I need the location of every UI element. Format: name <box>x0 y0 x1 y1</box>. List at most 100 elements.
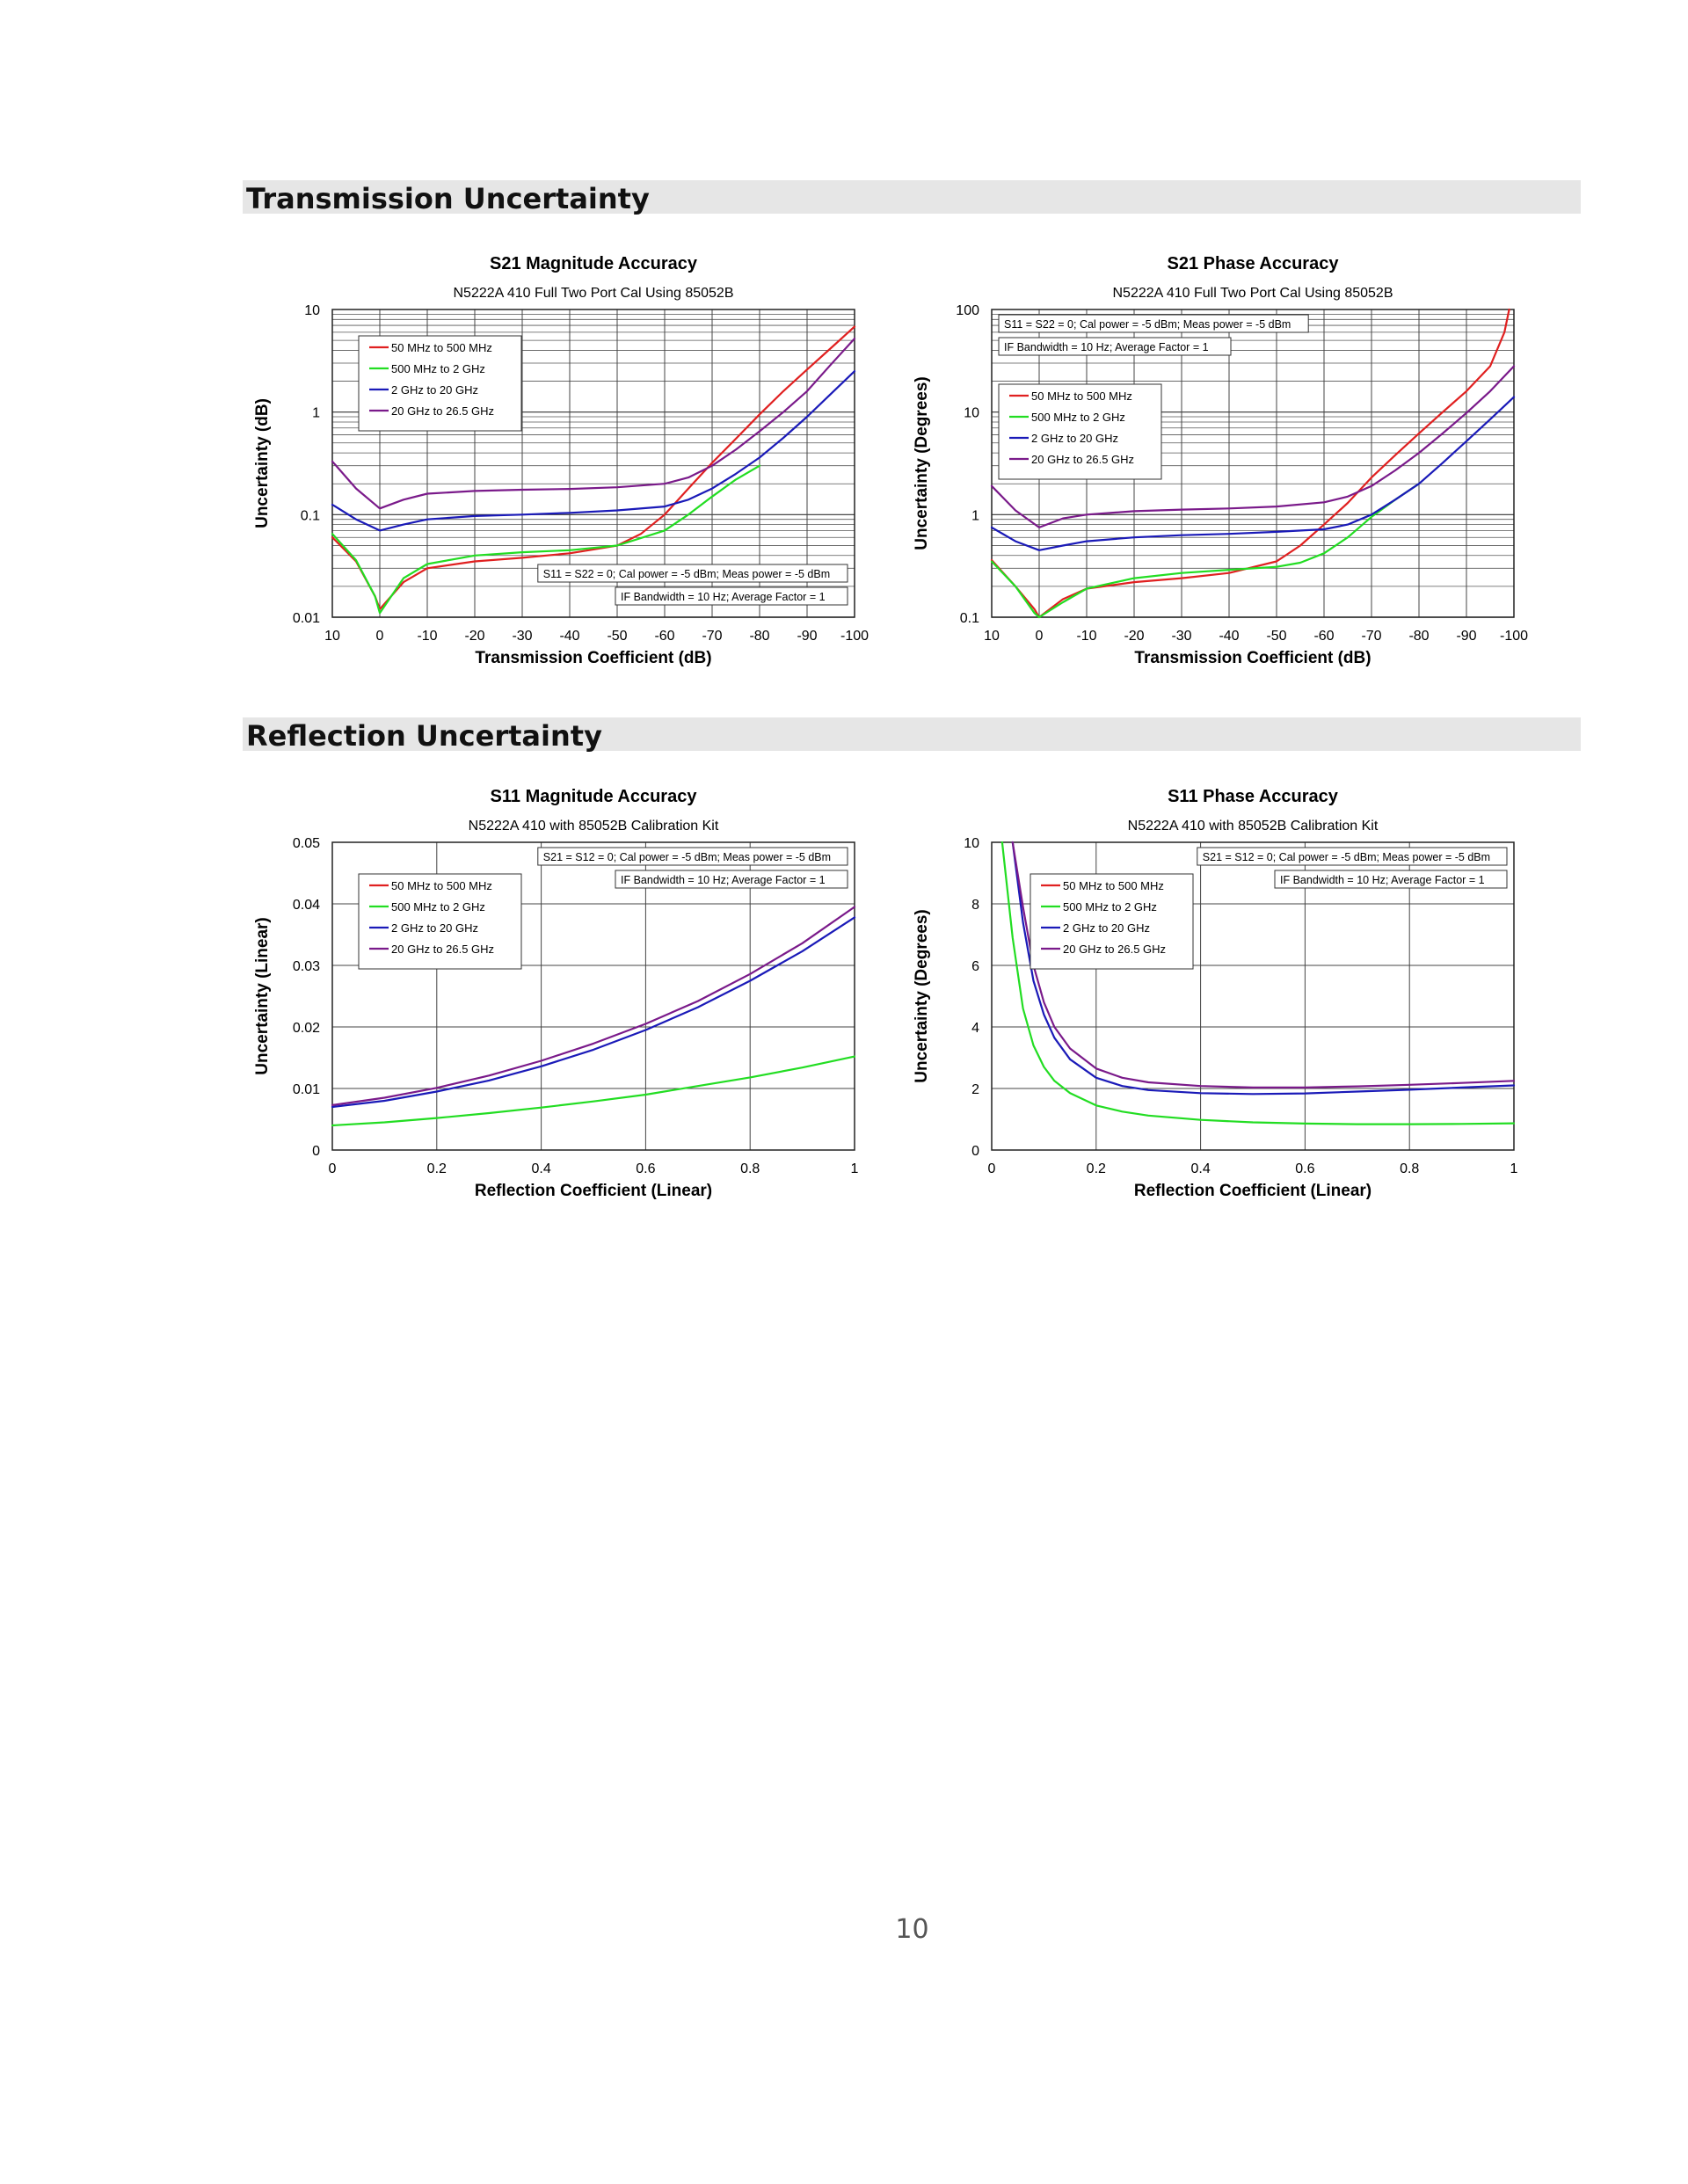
y-axis-label: Uncertainty (Degrees) <box>913 909 931 1082</box>
x-tick-label: -90 <box>1456 629 1476 644</box>
chart-title: S21 Phase Accuracy <box>1168 254 1340 273</box>
note-box: IF Bandwidth = 10 Hz; Average Factor = 1 <box>615 586 848 606</box>
x-tick-label: 0.2 <box>1087 1161 1106 1176</box>
series-group <box>1000 841 1516 1125</box>
chart-title: S11 Magnitude Accuracy <box>491 787 698 806</box>
legend: 50 MHz to 500 MHz 500 MHz to 2 GHz 2 GHz t… <box>1030 873 1194 970</box>
x-tick-label: 0.8 <box>1400 1161 1419 1176</box>
x-tick-label: 0 <box>988 1161 996 1176</box>
note-box: S11 = S22 = 0; Cal power = -5 dBm; Meas … <box>537 564 848 583</box>
y-tick-label: 0.01 <box>293 611 320 626</box>
x-tick-label: -50 <box>1266 629 1286 644</box>
x-tick-label: -70 <box>1361 629 1381 644</box>
series-line <box>331 370 856 532</box>
y-axis-label: Uncertainty (Linear) <box>253 917 272 1074</box>
legend-entry: 500 MHz to 2 GHz <box>391 362 485 375</box>
x-tick-label: 0.4 <box>531 1161 550 1176</box>
legend-entry: 20 GHz to 26.5 GHz <box>1063 943 1166 956</box>
y-tick-label: 0.1 <box>960 611 979 626</box>
x-tick-label: -10 <box>417 629 437 644</box>
x-tick-label: -70 <box>702 629 722 644</box>
note-text: S11 = S22 = 0; Cal power = -5 dBm; Meas … <box>1004 318 1291 331</box>
note-box: S21 = S12 = 0; Cal power = -5 dBm; Meas … <box>1197 847 1508 866</box>
chart-title: S11 Phase Accuracy <box>1168 787 1339 806</box>
x-tick-label: -10 <box>1076 629 1096 644</box>
x-tick-label: 1 <box>1510 1161 1518 1176</box>
y-tick-label: 0.02 <box>293 1021 320 1036</box>
x-tick-label: -30 <box>1171 629 1191 644</box>
section-title-reflection: Reflection Uncertainty <box>246 719 602 753</box>
y-tick-label: 1 <box>971 508 979 523</box>
x-tick-label: 0 <box>329 1161 337 1176</box>
x-tick-label: 0.8 <box>740 1161 760 1176</box>
y-tick-label: 0.04 <box>293 898 320 913</box>
note-box: S11 = S22 = 0; Cal power = -5 dBm; Meas … <box>998 314 1309 333</box>
legend: 50 MHz to 500 MHz 500 MHz to 2 GHz 2 GHz t… <box>358 335 522 432</box>
chart-s21-magnitude: S21 Magnitude Accuracy N5222A 410 Full Tw… <box>246 244 879 684</box>
legend-entry: 2 GHz to 20 GHz <box>1063 921 1150 935</box>
page-number: 10 <box>895 1914 929 1945</box>
series-line <box>990 365 1516 528</box>
note-box: IF Bandwidth = 10 Hz; Average Factor = 1 <box>615 870 848 889</box>
chart-subtitle: N5222A 410 Full Two Port Cal Using 85052… <box>1112 286 1393 301</box>
y-tick-label: 1 <box>312 406 320 421</box>
chart-svg-s21-phase: S21 Phase Accuracy N5222A 410 Full Two Po… <box>913 254 1528 667</box>
x-tick-label: -40 <box>559 629 579 644</box>
chart-title: S21 Magnitude Accuracy <box>490 254 698 273</box>
x-tick-label: -20 <box>1124 629 1144 644</box>
x-tick-label: -30 <box>512 629 532 644</box>
y-tick-label: 0.01 <box>293 1082 320 1097</box>
legend-entry: 2 GHz to 20 GHz <box>391 921 478 935</box>
series-line <box>331 916 856 1109</box>
note-text: S11 = S22 = 0; Cal power = -5 dBm; Meas … <box>543 568 830 580</box>
y-tick-label: 0.03 <box>293 959 320 974</box>
y-tick-label: 0.05 <box>293 836 320 851</box>
series-line <box>1011 841 1516 1096</box>
x-axis-label: Reflection Coefficient (Linear) <box>1134 1182 1372 1200</box>
series-line <box>990 396 1516 551</box>
x-tick-label: 0 <box>1036 629 1044 644</box>
y-tick-label: 4 <box>971 1021 979 1036</box>
chart-subtitle: N5222A 410 with 85052B Calibration Kit <box>1128 819 1379 834</box>
note-text: S21 = S12 = 0; Cal power = -5 dBm; Meas … <box>543 851 831 863</box>
x-tick-label: 0.6 <box>1295 1161 1314 1176</box>
x-tick-label: -80 <box>1408 629 1429 644</box>
series-group <box>331 325 856 615</box>
y-tick-label: 8 <box>971 898 979 913</box>
x-tick-label: -50 <box>607 629 627 644</box>
legend: 50 MHz to 500 MHz 500 MHz to 2 GHz 2 GHz t… <box>358 873 522 970</box>
y-tick-label: 2 <box>971 1082 979 1097</box>
x-tick-label: -20 <box>464 629 484 644</box>
x-tick-label: 0.6 <box>636 1161 655 1176</box>
y-tick-label: 10 <box>304 303 320 318</box>
series-line <box>331 906 856 1106</box>
legend-entry: 20 GHz to 26.5 GHz <box>391 943 494 956</box>
chart-svg-s21-mag: S21 Magnitude Accuracy N5222A 410 Full Tw… <box>253 254 869 667</box>
x-axis-label: Reflection Coefficient (Linear) <box>475 1182 712 1200</box>
x-tick-label: -60 <box>1313 629 1334 644</box>
x-tick-label: -100 <box>1500 629 1528 644</box>
note-text: IF Bandwidth = 10 Hz; Average Factor = 1 <box>1280 874 1485 886</box>
legend-entry: 50 MHz to 500 MHz <box>391 341 492 354</box>
x-tick-label: 1 <box>851 1161 859 1176</box>
x-tick-label: 10 <box>984 629 1000 644</box>
legend-entry: 2 GHz to 20 GHz <box>391 383 478 397</box>
section-reflection: Reflection Uncertainty <box>243 717 1581 753</box>
legend-entry: 20 GHz to 26.5 GHz <box>391 404 494 418</box>
legend-entry: 2 GHz to 20 GHz <box>1031 432 1118 445</box>
note-box: S21 = S12 = 0; Cal power = -5 dBm; Meas … <box>537 847 848 866</box>
y-tick-label: 0.1 <box>301 508 320 523</box>
x-tick-label: -100 <box>840 629 869 644</box>
x-axis-label: Transmission Coefficient (dB) <box>475 649 711 667</box>
y-axis-label: Uncertainty (dB) <box>253 398 272 528</box>
series-line <box>331 337 856 510</box>
x-tick-label: -60 <box>654 629 674 644</box>
legend-entry: 20 GHz to 26.5 GHz <box>1031 453 1134 466</box>
note-text: IF Bandwidth = 10 Hz; Average Factor = 1 <box>621 874 826 886</box>
y-tick-label: 100 <box>956 303 979 318</box>
series-group <box>990 308 1516 619</box>
series-line <box>331 464 761 615</box>
chart-s11-magnitude: S11 Magnitude Accuracy N5222A 410 with 85… <box>246 777 879 1217</box>
y-tick-label: 0 <box>971 1144 979 1159</box>
note-box: IF Bandwidth = 10 Hz; Average Factor = 1 <box>1274 870 1508 889</box>
